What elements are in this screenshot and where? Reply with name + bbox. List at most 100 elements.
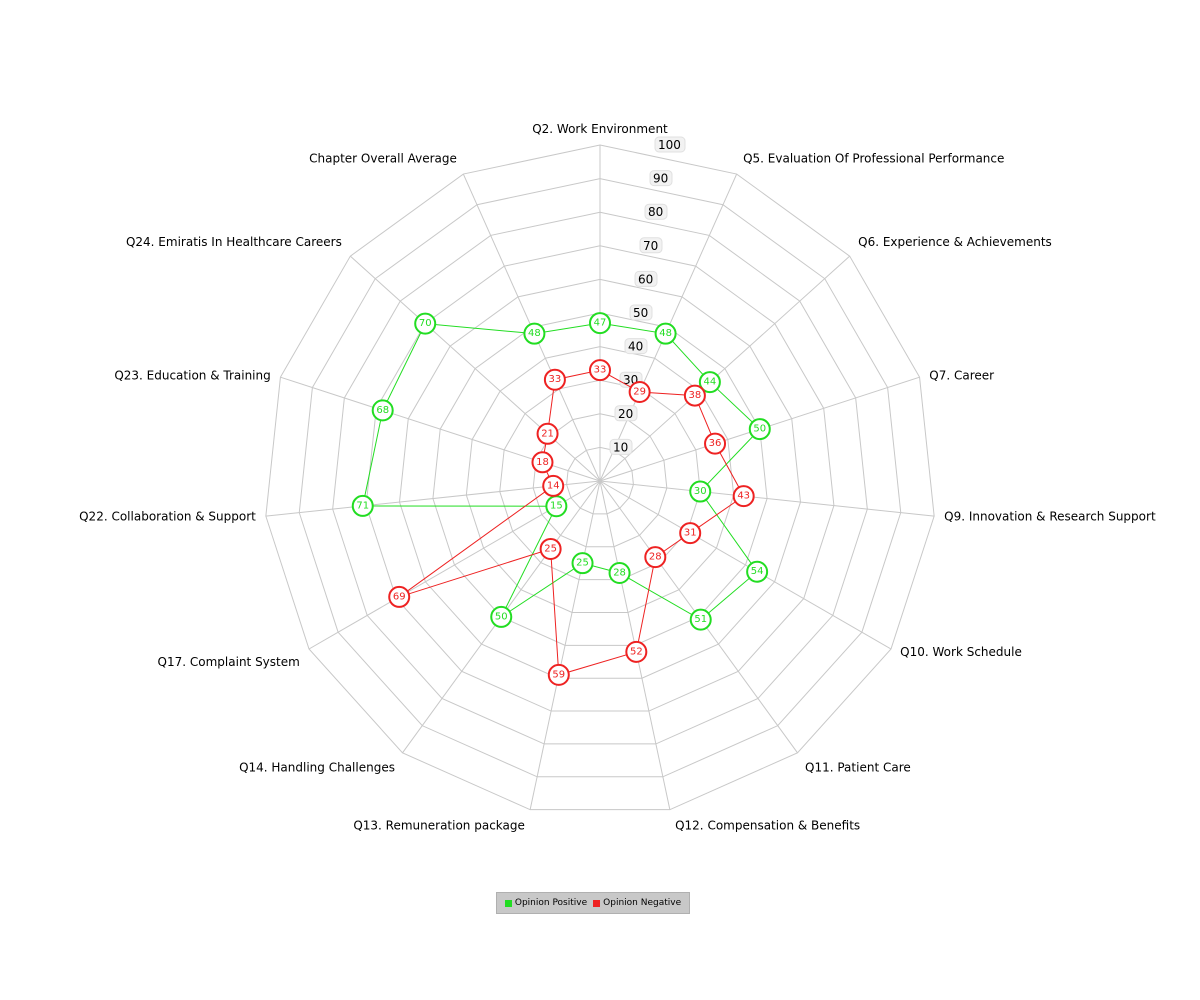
data-point-marker[interactable] (542, 474, 565, 497)
data-point[interactable]: 43 (732, 485, 755, 508)
data-label: 33 (594, 365, 607, 376)
tick-70: 70 (639, 237, 663, 254)
data-point-marker[interactable] (571, 552, 594, 575)
data-point-marker[interactable] (543, 368, 566, 391)
data-point[interactable]: 50 (490, 605, 513, 628)
data-point-marker[interactable] (523, 322, 546, 345)
tick-100: 100 (654, 136, 686, 153)
grid-ring-60 (398, 278, 802, 679)
data-point-marker[interactable] (371, 399, 394, 422)
data-point-marker[interactable] (539, 537, 562, 560)
tick-label-20: 20 (618, 407, 633, 421)
data-point[interactable]: 25 (571, 552, 594, 575)
data-point-marker[interactable] (388, 585, 411, 608)
spoke-3 (599, 255, 851, 482)
data-point[interactable]: 21 (536, 422, 559, 445)
data-point[interactable]: 52 (625, 640, 648, 663)
tick-60: 60 (634, 270, 658, 287)
axis-label-13: Q23. Education & Training (114, 368, 270, 382)
data-point[interactable]: 33 (543, 368, 566, 391)
data-label: 47 (594, 318, 607, 329)
data-point-marker[interactable] (536, 422, 559, 445)
data-point-marker[interactable] (732, 485, 755, 508)
data-point[interactable]: 48 (654, 322, 677, 345)
series-layer: 47 48 44 50 30 54 51 28 25 50 15 71 68 70 48 33 29 38 36 43… (351, 312, 771, 686)
data-point-marker[interactable] (679, 522, 702, 545)
data-point-marker[interactable] (689, 608, 712, 631)
data-point[interactable]: 51 (689, 608, 712, 631)
data-point-marker[interactable] (654, 322, 677, 345)
data-point[interactable]: 18 (531, 451, 554, 474)
data-point-marker[interactable] (644, 546, 667, 569)
data-point[interactable]: 30 (689, 480, 712, 503)
data-point[interactable]: 48 (523, 322, 546, 345)
legend-swatch-negative (593, 899, 601, 907)
data-point[interactable]: 54 (746, 560, 769, 583)
data-point[interactable]: 29 (628, 380, 651, 403)
series-2: 33 29 38 36 43 31 28 52 59 25 69 14 18 21 33 (388, 359, 755, 686)
legend-item-negative[interactable]: Opinion Negative (593, 898, 681, 908)
data-point[interactable]: 68 (371, 399, 394, 422)
data-point-marker[interactable] (628, 380, 651, 403)
data-point-marker[interactable] (490, 605, 513, 628)
grid-ring-70 (365, 245, 835, 712)
data-point[interactable]: 44 (698, 371, 721, 394)
axis-label-8: Q12. Compensation & Benefits (675, 819, 860, 833)
data-point[interactable]: 14 (542, 474, 565, 497)
series-1: 47 48 44 50 30 54 51 28 25 50 15 71 68 70 48 (351, 312, 771, 631)
legend-item-positive[interactable]: Opinion Positive (504, 898, 587, 908)
data-point[interactable]: 15 (545, 495, 568, 518)
data-point[interactable]: 28 (644, 546, 667, 569)
legend-swatch-positive (504, 899, 512, 907)
data-label: 51 (694, 614, 707, 625)
data-point-marker[interactable] (748, 418, 771, 441)
data-label: 68 (376, 405, 389, 416)
data-point-marker[interactable] (746, 560, 769, 583)
data-point[interactable]: 28 (608, 562, 631, 585)
data-point-marker[interactable] (683, 384, 706, 407)
data-point-marker[interactable] (698, 371, 721, 394)
data-label: 38 (689, 390, 702, 401)
data-point[interactable]: 69 (388, 585, 411, 608)
data-point-marker[interactable] (547, 663, 570, 686)
tick-bg-80 (644, 203, 668, 220)
data-point[interactable]: 38 (683, 384, 706, 407)
data-label: 36 (709, 438, 722, 449)
data-point[interactable]: 71 (351, 494, 374, 517)
data-point-marker[interactable] (531, 451, 554, 474)
data-point-marker[interactable] (704, 432, 727, 455)
data-point[interactable]: 50 (748, 418, 771, 441)
data-label: 59 (552, 669, 565, 680)
axis-labels: Q2. Work Environment Q5. Evaluation Of Pr… (79, 122, 1156, 833)
data-point[interactable]: 33 (589, 359, 611, 382)
radar-chart: Q2. Work Environment Q5. Evaluation Of Pr… (79, 122, 1156, 833)
tick-bg-20 (614, 405, 638, 422)
spoke-6 (599, 480, 892, 650)
data-point[interactable]: 36 (704, 432, 727, 455)
data-point[interactable]: 25 (539, 537, 562, 560)
grid-ring-10 (566, 446, 634, 515)
tick-bg-40 (624, 338, 648, 355)
data-point[interactable]: 47 (589, 312, 611, 335)
tick-label-10: 10 (613, 440, 628, 454)
data-point-marker[interactable] (589, 312, 611, 335)
data-point-marker[interactable] (351, 494, 374, 517)
data-point-marker[interactable] (414, 312, 437, 335)
data-label: 29 (633, 386, 646, 397)
data-label: 28 (613, 568, 626, 579)
data-point[interactable]: 31 (679, 522, 702, 545)
data-point-marker[interactable] (589, 359, 611, 382)
data-label: 30 (694, 486, 707, 497)
data-point-marker[interactable] (625, 640, 648, 663)
grid-ring-50 (432, 312, 768, 646)
data-point-marker[interactable] (608, 562, 631, 585)
tick-90: 90 (649, 170, 673, 187)
grid-ring-20 (532, 413, 668, 548)
data-point-marker[interactable] (689, 480, 712, 503)
grid-ring-80 (332, 211, 868, 745)
radar-grid (265, 144, 935, 811)
data-point[interactable]: 59 (547, 663, 570, 686)
data-point[interactable]: 70 (414, 312, 437, 335)
tick-bg-50 (629, 304, 653, 321)
